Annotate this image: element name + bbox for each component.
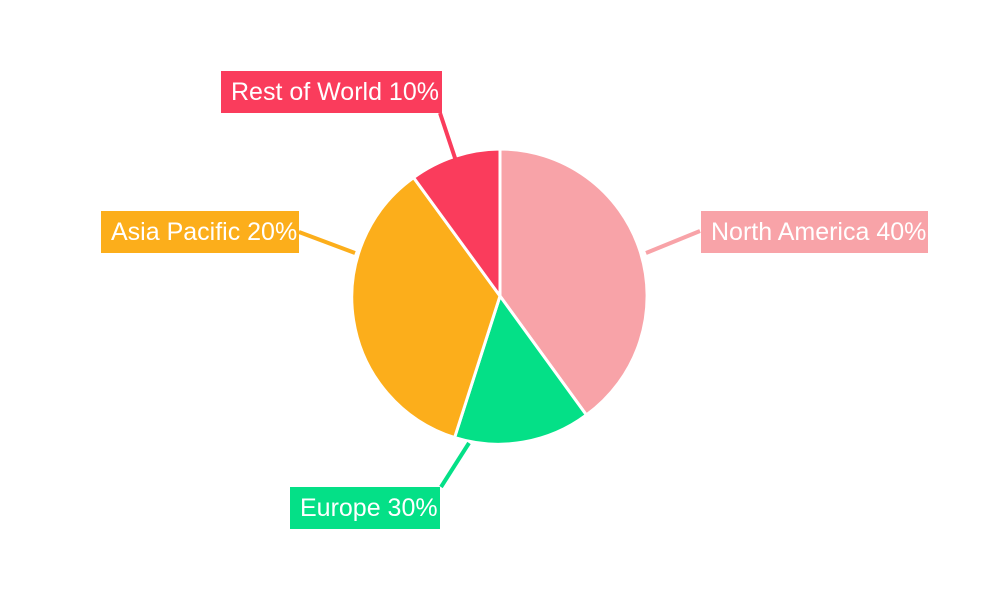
leader-line-europe	[439, 441, 471, 489]
leader-line-rest-of-world	[438, 112, 460, 168]
pie-slice-europe[interactable]	[453, 294, 588, 446]
pie-leader-lines	[298, 112, 701, 489]
pie-slices	[350, 147, 649, 446]
pie-slice-north-america[interactable]	[498, 147, 649, 417]
pie-label-europe: Europe 30%	[290, 487, 440, 529]
pie-label-asia-pacific: Asia Pacific 20%	[101, 211, 299, 253]
pie-label-north-america: North America 40%	[701, 211, 928, 253]
leader-line-asia-pacific	[298, 230, 356, 255]
pie-slice-asia-pacific[interactable]	[350, 176, 502, 440]
pie-label-rest-of-world: Rest of World 10%	[221, 71, 442, 113]
leader-line-north-america	[645, 229, 701, 255]
